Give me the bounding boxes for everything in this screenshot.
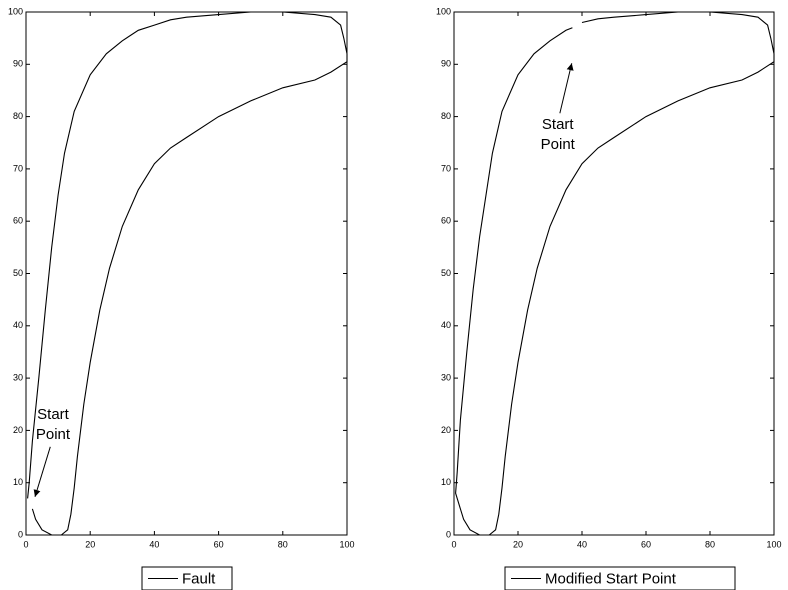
x-tick-label: 100 bbox=[339, 539, 354, 549]
x-tick-label: 80 bbox=[278, 539, 288, 549]
legend-box bbox=[141, 566, 233, 590]
legend-label: Modified Start Point bbox=[545, 570, 677, 587]
y-tick-label: 0 bbox=[18, 529, 23, 539]
y-tick-label: 50 bbox=[13, 268, 23, 278]
y-tick-label: 10 bbox=[441, 477, 451, 487]
y-tick-label: 50 bbox=[441, 268, 451, 278]
x-tick-label: 0 bbox=[23, 539, 28, 549]
y-tick-label: 60 bbox=[441, 216, 451, 226]
legend-label: Fault bbox=[182, 570, 216, 587]
y-tick-label: 30 bbox=[13, 372, 23, 382]
annotation-text: Start bbox=[542, 116, 575, 133]
x-tick-label: 80 bbox=[705, 539, 715, 549]
y-tick-label: 0 bbox=[446, 529, 451, 539]
data-line bbox=[27, 11, 348, 536]
x-tick-label: 0 bbox=[451, 539, 456, 549]
y-tick-label: 70 bbox=[13, 163, 23, 173]
y-tick-label: 100 bbox=[8, 6, 23, 16]
chart: 0 20 40 60 80 100 0 10 20 30 40 50 60 70 80 90 100 Start P… bbox=[436, 6, 782, 590]
y-tick-label: 80 bbox=[441, 111, 451, 121]
annotation-text: Start bbox=[37, 406, 70, 423]
y-tick-label: 20 bbox=[13, 425, 23, 435]
annotation-arrow bbox=[559, 63, 574, 114]
y-tick-label: 10 bbox=[13, 477, 23, 487]
x-tick-label: 60 bbox=[214, 539, 224, 549]
plot-frame bbox=[453, 11, 775, 536]
x-tick-label: 40 bbox=[149, 539, 159, 549]
y-tick-label: 70 bbox=[441, 163, 451, 173]
annotation-text: Point bbox=[36, 426, 71, 443]
x-tick-label: 100 bbox=[766, 539, 781, 549]
y-tick-label: 100 bbox=[436, 6, 451, 16]
x-tick-label: 40 bbox=[577, 539, 587, 549]
y-tick-label: 20 bbox=[441, 425, 451, 435]
chart: 0 20 40 60 80 100 0 10 20 30 40 50 60 70 80 90 100 Start P… bbox=[8, 6, 355, 590]
y-tick-label: 80 bbox=[13, 111, 23, 121]
data-line bbox=[455, 11, 775, 536]
y-tick-label: 60 bbox=[13, 216, 23, 226]
y-tick-label: 90 bbox=[13, 59, 23, 69]
legend-box bbox=[504, 566, 736, 590]
x-tick-label: 20 bbox=[85, 539, 95, 549]
y-tick-label: 40 bbox=[13, 320, 23, 330]
y-tick-label: 90 bbox=[441, 59, 451, 69]
x-tick-label: 60 bbox=[641, 539, 651, 549]
x-tick-label: 20 bbox=[513, 539, 523, 549]
y-tick-label: 30 bbox=[441, 372, 451, 382]
annotation-text: Point bbox=[541, 136, 576, 153]
plot-frame bbox=[25, 11, 348, 536]
annotation-arrow bbox=[33, 446, 51, 497]
y-tick-label: 40 bbox=[441, 320, 451, 330]
